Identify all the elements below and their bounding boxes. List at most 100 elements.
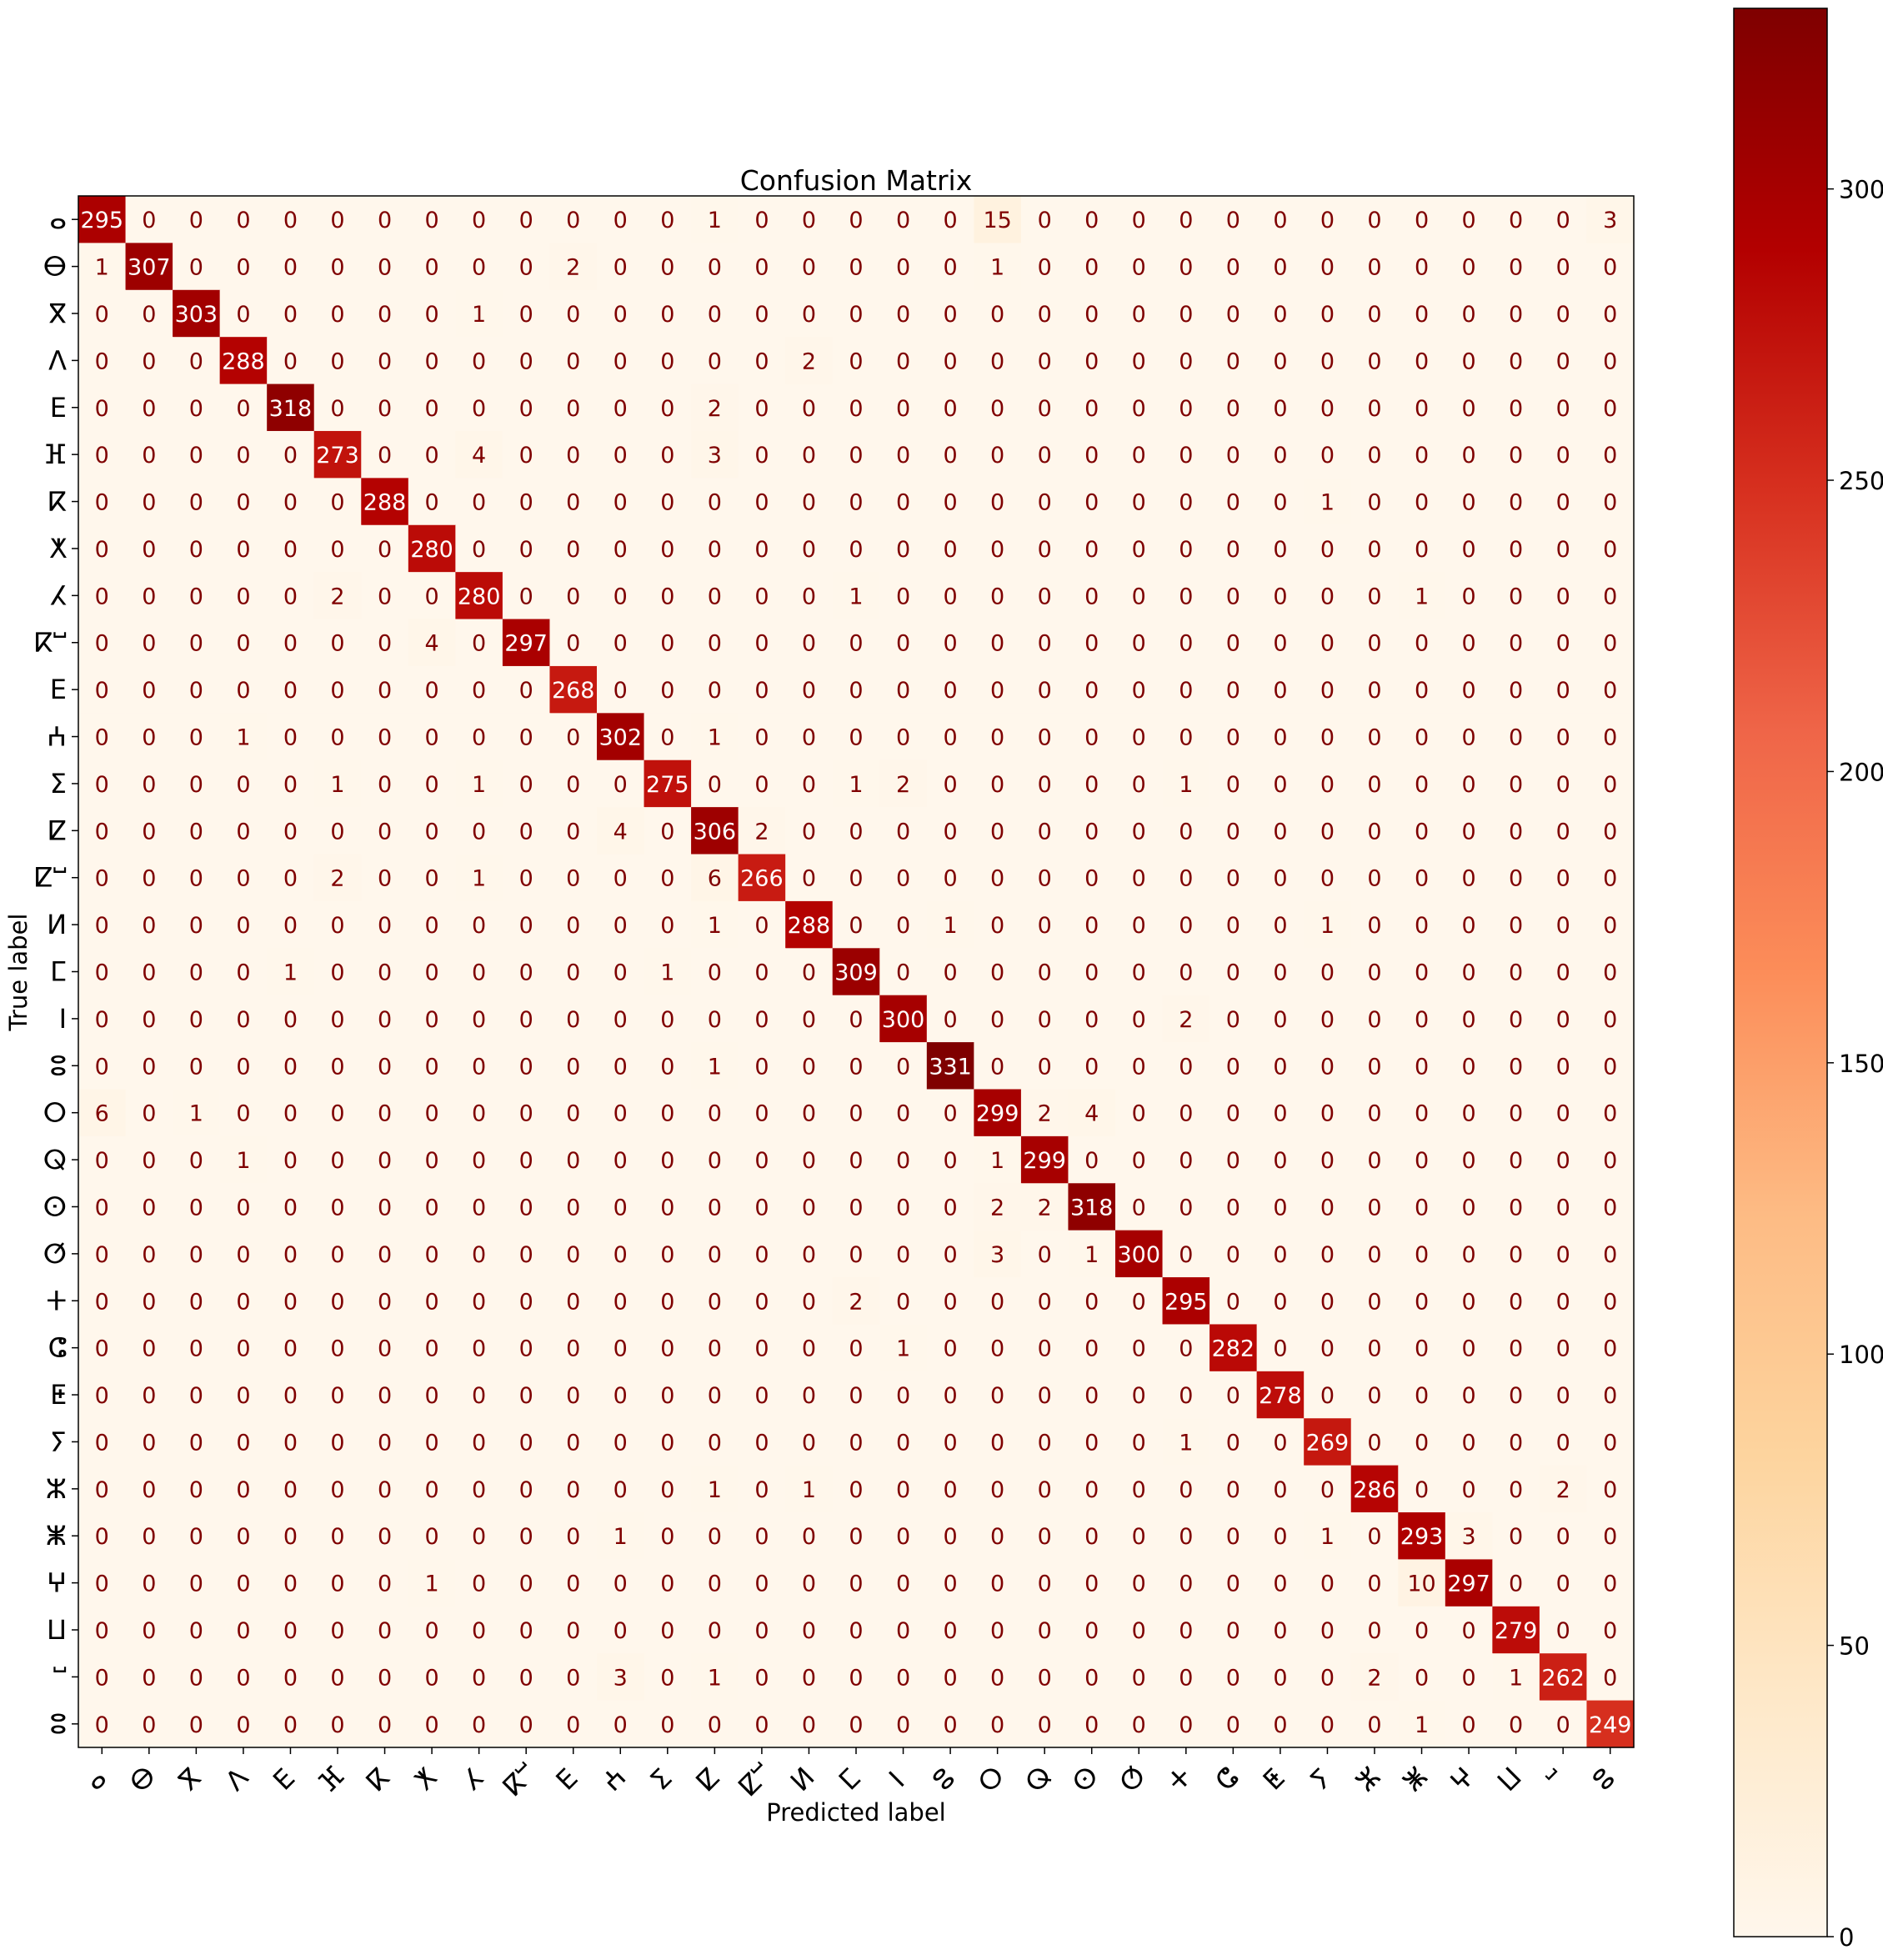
cell-value-label: 0 xyxy=(472,1430,486,1456)
cell-value-label: 0 xyxy=(236,255,250,281)
cell-value-label: 0 xyxy=(1461,1101,1475,1127)
cell-value-label: 0 xyxy=(1038,348,1052,374)
cell-value-label: 0 xyxy=(1461,913,1475,939)
cell-value-label: 0 xyxy=(1556,490,1570,516)
cell-value-label: 0 xyxy=(613,1054,628,1080)
heatmap-cell xyxy=(219,1371,268,1419)
heatmap-cell xyxy=(1256,619,1305,667)
cell-value-label: 0 xyxy=(189,396,203,422)
cell-value-label: 0 xyxy=(189,1383,203,1409)
cell-value-label: 0 xyxy=(754,1712,769,1738)
cell-value-label: 0 xyxy=(519,348,533,374)
cell-value-label: 0 xyxy=(472,348,486,374)
cell-value-label: 0 xyxy=(1132,584,1146,609)
heatmap-cell xyxy=(879,524,928,573)
cell-value-label: 0 xyxy=(943,819,957,845)
cell-value-label: 0 xyxy=(1179,1665,1193,1691)
heatmap-cell xyxy=(1398,807,1446,855)
cell-value-label: 0 xyxy=(283,678,298,704)
cell-value-label: 0 xyxy=(1509,866,1523,892)
cell-value-label: 0 xyxy=(472,1054,486,1080)
heatmap-cell xyxy=(738,524,786,573)
heatmap-cell xyxy=(361,430,409,479)
cell-value-label: 0 xyxy=(613,913,628,939)
cell-value-label: 0 xyxy=(283,1665,298,1691)
heatmap-cell xyxy=(832,995,880,1043)
cell-value-label: 0 xyxy=(1603,490,1617,516)
cell-value-label: 0 xyxy=(849,1477,863,1503)
heatmap-cell xyxy=(832,1183,880,1231)
cell-value-label: 0 xyxy=(1556,1289,1570,1315)
cell-value-label: 6 xyxy=(708,866,722,892)
x-tick-label: ⵄ xyxy=(596,1761,633,1797)
heatmap-cell xyxy=(408,478,456,526)
heatmap-cell xyxy=(1256,430,1305,479)
cell-value-label: 0 xyxy=(1179,819,1193,845)
cell-value-label: 0 xyxy=(424,866,438,892)
heatmap-cell xyxy=(408,713,456,761)
cell-value-label: 0 xyxy=(1461,1054,1475,1080)
heatmap-cell xyxy=(974,572,1022,620)
heatmap-cell xyxy=(879,1135,928,1184)
heatmap-cell xyxy=(125,759,173,808)
cell-value-label: 0 xyxy=(1415,490,1429,516)
cell-value-label: 0 xyxy=(990,725,1004,751)
cell-value-label: 0 xyxy=(1226,1148,1240,1174)
heatmap-cell xyxy=(313,1183,362,1231)
heatmap-cell xyxy=(173,1324,221,1372)
cell-value-label: 0 xyxy=(1132,866,1146,892)
heatmap-cell xyxy=(313,619,362,667)
heatmap-cell xyxy=(125,524,173,573)
cell-value-label: 0 xyxy=(519,819,533,845)
heatmap-cell xyxy=(1115,995,1164,1043)
heatmap-cell xyxy=(691,1371,739,1419)
cell-value-label: 0 xyxy=(142,725,156,751)
cell-value-label: 0 xyxy=(1179,396,1193,422)
heatmap-cell xyxy=(313,243,362,291)
heatmap-cell xyxy=(78,619,127,667)
cell-value-label: 0 xyxy=(1132,1101,1146,1127)
cell-value-label: 0 xyxy=(378,1665,392,1691)
cell-value-label: 0 xyxy=(754,678,769,704)
cell-value-label: 0 xyxy=(330,1665,344,1691)
cell-value-label: 0 xyxy=(378,1618,392,1644)
heatmap-cell xyxy=(1539,478,1588,526)
cell-value-label: 0 xyxy=(1415,443,1429,469)
heatmap-cell xyxy=(361,619,409,667)
x-tick-label: ⵓ xyxy=(1586,1762,1620,1797)
cell-value-label: 0 xyxy=(1556,1430,1570,1456)
heatmap-cell xyxy=(125,1371,173,1419)
cell-value-label: 0 xyxy=(708,772,722,798)
cell-value-label: 0 xyxy=(1179,1572,1193,1597)
cell-value-label: 0 xyxy=(660,1007,674,1033)
cell-value-label: 0 xyxy=(660,1336,674,1362)
cell-value-label: 1 xyxy=(1415,584,1429,609)
heatmap-cell xyxy=(502,948,551,996)
cell-value-label: 0 xyxy=(566,772,580,798)
cell-value-label: 0 xyxy=(613,960,628,986)
heatmap-cell xyxy=(219,1418,268,1466)
heatmap-cell xyxy=(549,759,598,808)
y-tick-label: ⵛ xyxy=(48,1332,67,1364)
cell-value-label: 0 xyxy=(1226,490,1240,516)
heatmap-cell xyxy=(1586,900,1635,949)
heatmap-cell xyxy=(455,1183,503,1231)
heatmap-cell xyxy=(1209,665,1258,714)
cell-value-label: 0 xyxy=(236,208,250,233)
heatmap-cell xyxy=(1586,1230,1635,1278)
cell-value-label: 0 xyxy=(330,1336,344,1362)
heatmap-cell xyxy=(361,854,409,902)
cell-value-label: 0 xyxy=(1132,960,1146,986)
heatmap-cell xyxy=(644,1371,692,1419)
cell-value-label: 0 xyxy=(1461,819,1475,845)
cell-value-label: 0 xyxy=(566,396,580,422)
cell-value-label: 0 xyxy=(283,208,298,233)
cell-value-label: 0 xyxy=(660,302,674,328)
heatmap-cell xyxy=(1162,572,1210,620)
heatmap-cell xyxy=(173,1277,221,1326)
cell-value-label: 0 xyxy=(849,1572,863,1597)
cell-value-label: 0 xyxy=(754,913,769,939)
heatmap-cell xyxy=(691,948,739,996)
heatmap-cell xyxy=(1256,289,1305,338)
heatmap-cell xyxy=(1256,337,1305,385)
